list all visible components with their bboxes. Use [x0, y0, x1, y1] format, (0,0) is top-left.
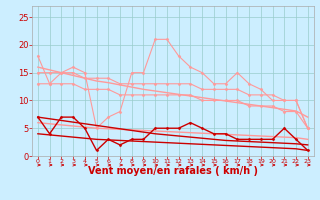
X-axis label: Vent moyen/en rafales ( km/h ): Vent moyen/en rafales ( km/h ) [88, 166, 258, 176]
